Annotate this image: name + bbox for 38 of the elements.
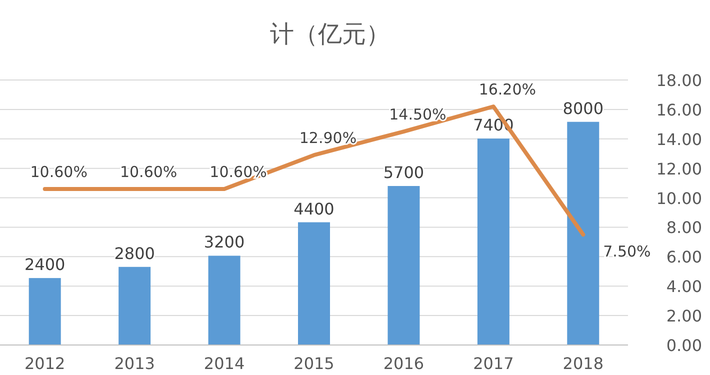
y2-tick-label: 8.00 <box>666 218 702 238</box>
bar <box>28 278 61 345</box>
data-label: 3200 <box>204 232 245 252</box>
data-label: 10.60% <box>210 162 267 181</box>
data-label: 10.60% <box>30 162 88 181</box>
data-label: 8000 <box>562 98 604 118</box>
x-tick-label: 2014 <box>204 354 245 373</box>
x-tick-label: 2018 <box>562 354 604 373</box>
chart-title: 计（亿元） <box>270 20 390 48</box>
y2-tick-label: 6.00 <box>666 248 702 267</box>
bar <box>567 122 600 345</box>
data-label: 14.50% <box>389 106 446 124</box>
data-label: 2400 <box>24 255 66 274</box>
bar <box>388 186 420 345</box>
y2-tick-label: 16.00 <box>656 100 702 120</box>
data-label: 10.60% <box>120 162 178 181</box>
x-tick-label: 2017 <box>473 354 514 373</box>
y2-tick-label: 0.00 <box>666 336 702 355</box>
y2-tick-label: 12.00 <box>656 159 702 178</box>
y2-tick-label: 18.00 <box>656 71 702 90</box>
bar <box>208 256 240 345</box>
x-tick-label: 2016 <box>383 354 424 373</box>
data-label: 5700 <box>383 163 424 182</box>
y2-tick-label: 4.00 <box>666 277 702 296</box>
bar <box>118 266 151 345</box>
x-tick-label: 2015 <box>294 354 334 373</box>
data-label: 4400 <box>294 199 334 218</box>
data-label: 16.20% <box>478 80 536 98</box>
x-tick-label: 2013 <box>114 354 155 373</box>
data-label: 2800 <box>114 244 155 263</box>
y2-tick-label: 10.00 <box>656 188 702 208</box>
data-label: 7.50% <box>603 242 651 261</box>
y2-tick-label: 14.00 <box>656 130 702 149</box>
y2-tick-label: 2.00 <box>666 306 702 326</box>
data-label: 12.90% <box>299 129 357 148</box>
bar <box>298 222 330 345</box>
bar <box>477 138 510 345</box>
x-tick-label: 2012 <box>24 354 66 373</box>
